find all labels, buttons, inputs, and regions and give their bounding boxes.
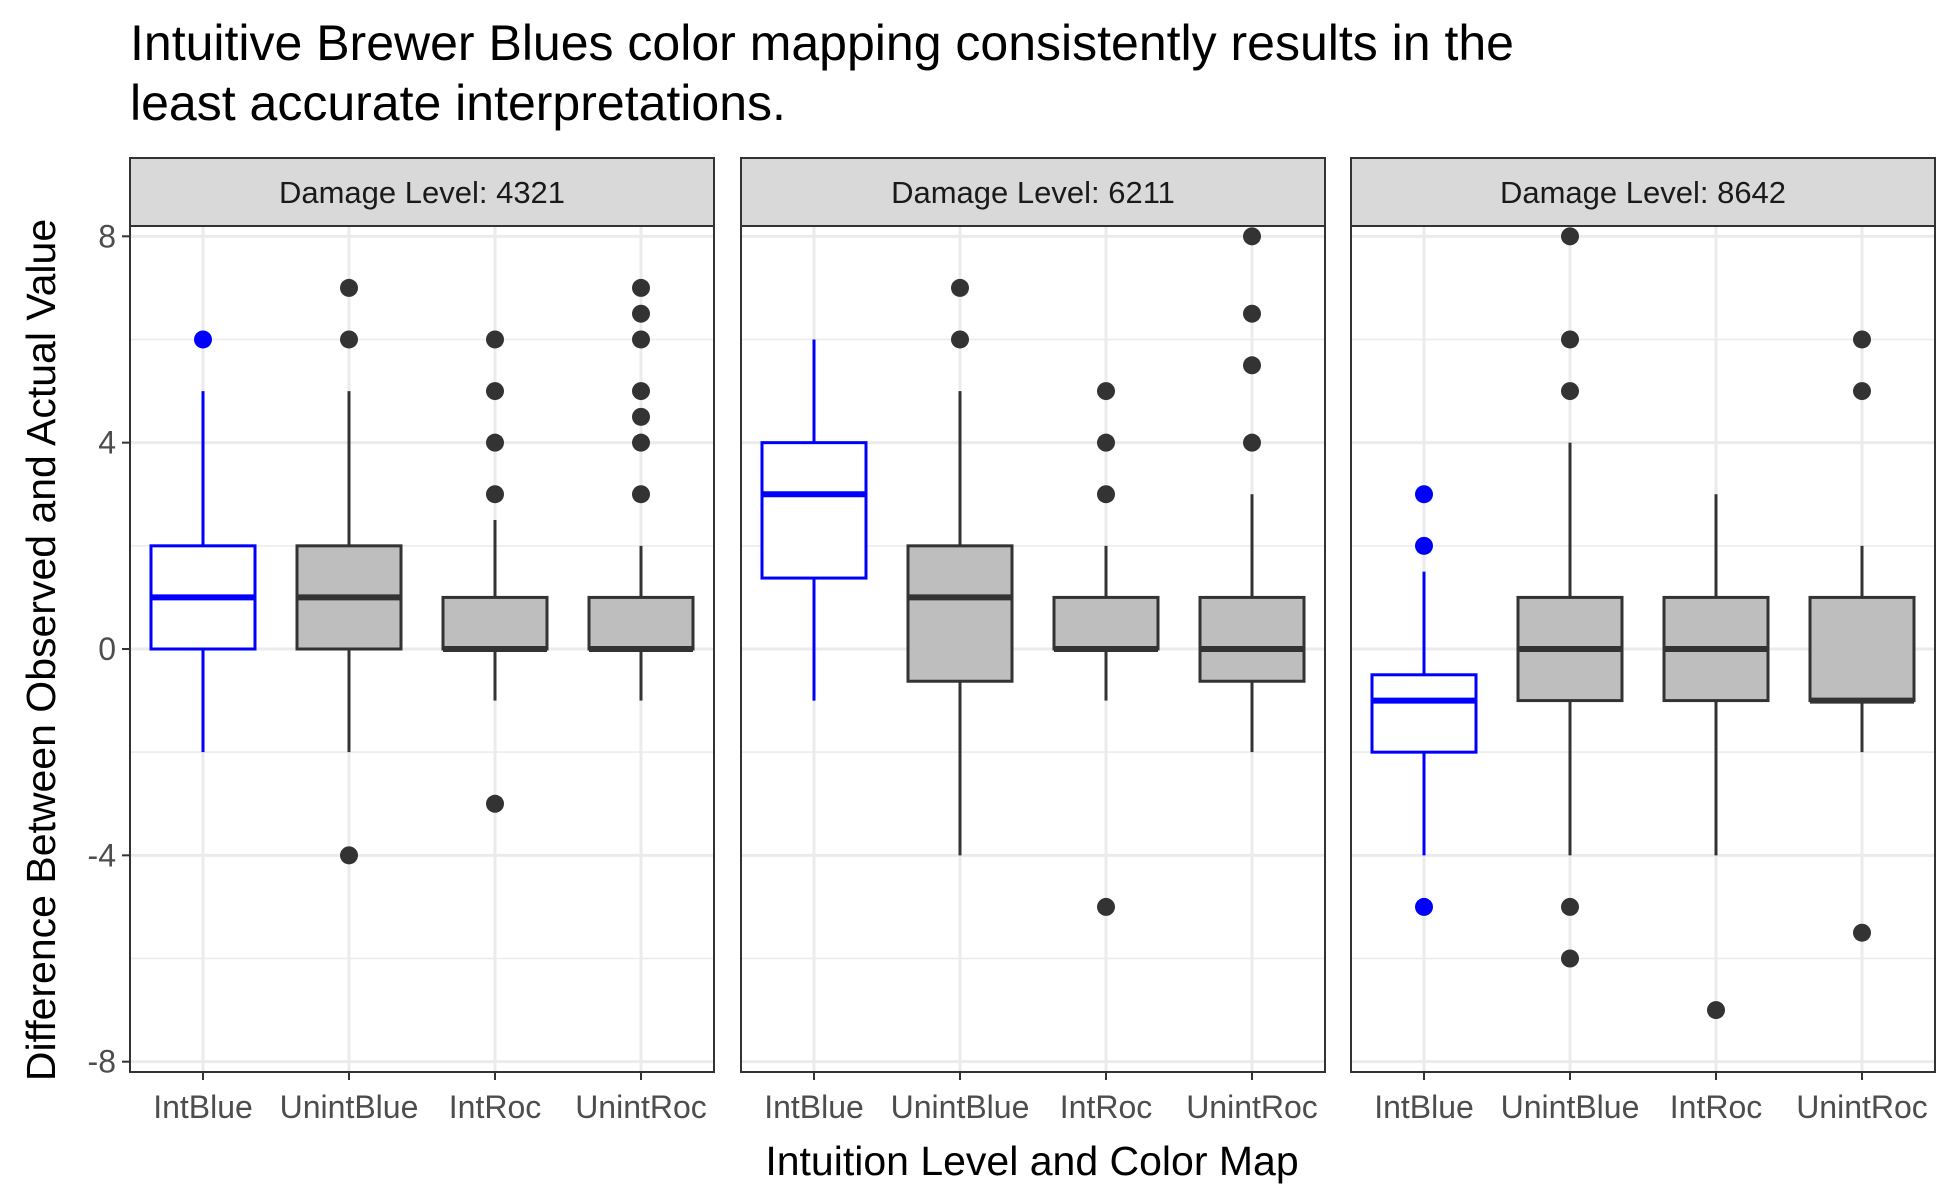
outlier-point: [1853, 382, 1871, 401]
outlier-point: [1097, 485, 1115, 504]
panels: Damage Level: 4321 IntBlue UnintBlue IntRoc…: [129, 157, 1936, 1125]
panel-border: [740, 225, 1326, 1073]
outlier-point: [1097, 382, 1115, 401]
box-IntBlue: [149, 330, 257, 753]
y-tick-label: -8: [88, 1044, 116, 1080]
outlier-point: [632, 304, 650, 323]
outlier-point: [1853, 330, 1871, 349]
outlier-point: [1415, 536, 1433, 555]
strip: [1350, 157, 1936, 227]
x-tick-label: IntBlue: [764, 1089, 864, 1125]
outlier-point: [1243, 356, 1261, 375]
x-tick-label: IntRoc: [1060, 1089, 1152, 1125]
outlier-point: [1415, 485, 1433, 504]
box-body: [1198, 595, 1306, 683]
outlier-point: [486, 330, 504, 349]
outlier-point: [486, 382, 504, 401]
outlier-point: [632, 330, 650, 349]
outlier-point: [194, 330, 212, 349]
box-body: [1808, 595, 1916, 703]
box-body: [1370, 673, 1478, 754]
y-tick-label: 4: [98, 425, 116, 461]
outlier-point: [632, 407, 650, 426]
outlier-point: [1853, 923, 1871, 942]
y-tick-label: 8: [98, 218, 116, 254]
outlier-point: [1415, 897, 1433, 916]
outlier-point: [1561, 330, 1579, 349]
outlier-point: [1097, 897, 1115, 916]
box-UnintBlue: [295, 278, 403, 865]
outlier-point: [1561, 382, 1579, 401]
y-tick-label: -4: [88, 837, 116, 873]
outlier-point: [1707, 1001, 1725, 1020]
box-body: [441, 595, 549, 651]
outlier-point: [951, 330, 969, 349]
outlier-point: [1097, 433, 1115, 452]
outlier-point: [632, 278, 650, 297]
outlier-point: [1561, 949, 1579, 968]
panel-border: [1350, 225, 1936, 1073]
outlier-point: [486, 485, 504, 504]
box-UnintRoc: [587, 278, 695, 701]
box-UnintRoc: [1808, 330, 1916, 942]
box-UnintRoc: [1198, 227, 1306, 753]
y-axis: -8 -4 0 4 8: [88, 218, 130, 1080]
x-tick-label: IntRoc: [449, 1089, 541, 1125]
box-body: [587, 595, 695, 651]
outlier-point: [486, 794, 504, 813]
strip-label: Damage Level: 8642: [1500, 175, 1786, 210]
chart-title-line-1: Intuitive Brewer Blues color mapping con…: [130, 15, 1514, 71]
outlier-point: [632, 485, 650, 504]
outlier-point: [340, 278, 358, 297]
outlier-point: [1243, 227, 1261, 246]
box-UnintBlue: [906, 278, 1014, 856]
y-axis-label: Difference Between Observed and Actual V…: [18, 219, 64, 1081]
x-tick-label: UnintBlue: [1501, 1089, 1640, 1125]
strip-label: Damage Level: 4321: [279, 175, 565, 210]
x-tick-label: UnintBlue: [280, 1089, 419, 1125]
outlier-point: [632, 433, 650, 452]
box-body: [906, 544, 1014, 683]
chart-title-line-2: least accurate interpretations.: [130, 75, 786, 131]
outlier-point: [340, 330, 358, 349]
strip: [740, 157, 1326, 227]
box-IntRoc: [1052, 382, 1160, 916]
x-tick-label: UnintRoc: [575, 1089, 707, 1125]
box-IntRoc: [441, 330, 549, 813]
outlier-point: [1561, 227, 1579, 246]
outlier-point: [1243, 433, 1261, 452]
y-tick-label: 0: [98, 631, 116, 667]
box-IntRoc: [1662, 494, 1770, 1020]
panel: Damage Level: 6211 IntBlue UnintBlue IntRoc…: [740, 157, 1326, 1125]
chart-title: Intuitive Brewer Blues color mapping con…: [130, 15, 1528, 131]
strip-label: Damage Level: 6211: [891, 175, 1175, 210]
outlier-point: [1243, 304, 1261, 323]
x-tick-label: UnintRoc: [1186, 1089, 1318, 1125]
box-body: [760, 441, 868, 580]
panel: Damage Level: 4321 IntBlue UnintBlue IntRoc…: [129, 157, 715, 1125]
x-axis-label: Intuition Level and Color Map: [765, 1138, 1298, 1184]
outlier-point: [951, 278, 969, 297]
box-IntBlue: [760, 339, 868, 701]
outlier-point: [340, 846, 358, 865]
box-IntBlue: [1370, 485, 1478, 916]
x-tick-label: IntRoc: [1670, 1089, 1762, 1125]
outlier-point: [1561, 897, 1579, 916]
x-tick-label: UnintRoc: [1796, 1089, 1928, 1125]
outlier-point: [632, 382, 650, 401]
panel: Damage Level: 8642 IntBlue UnintBlue IntRoc…: [1350, 157, 1936, 1125]
box-UnintBlue: [1516, 227, 1624, 968]
x-tick-label: IntBlue: [153, 1089, 253, 1125]
box-body: [1052, 595, 1160, 651]
strip: [129, 157, 715, 227]
x-tick-label: UnintBlue: [891, 1089, 1030, 1125]
x-tick-label: IntBlue: [1374, 1089, 1474, 1125]
outlier-point: [486, 433, 504, 452]
